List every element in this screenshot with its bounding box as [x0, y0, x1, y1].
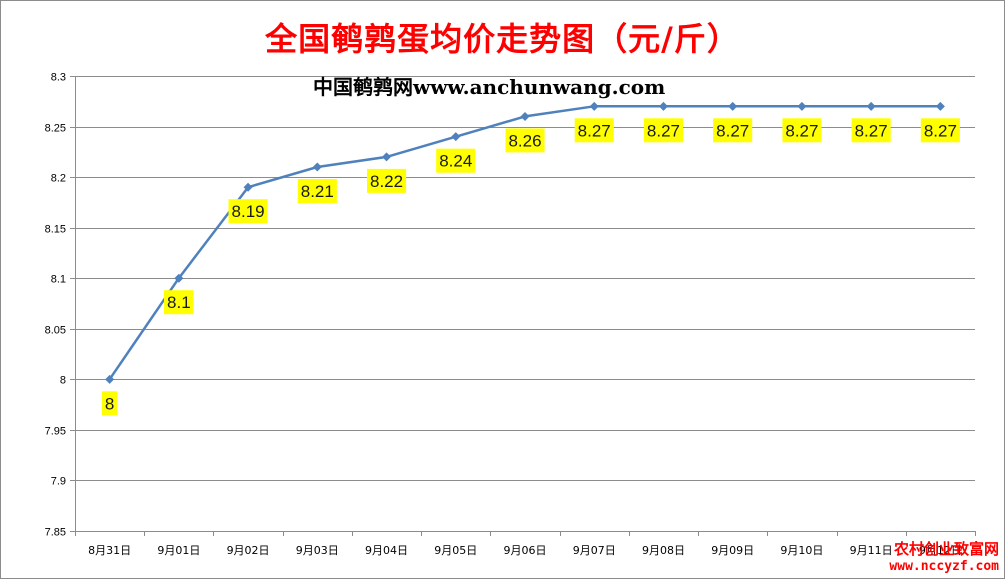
data-point-marker: [866, 101, 876, 111]
data-label-background: [367, 168, 407, 193]
y-tick-label: 8.2: [51, 173, 66, 185]
x-tick-label: 9月08日: [642, 544, 685, 557]
data-label: 8.27: [643, 118, 683, 143]
data-label: 8: [101, 391, 118, 416]
y-tick-label: 8.3: [51, 72, 66, 84]
data-label-text: 8.27: [716, 121, 749, 140]
data-label-text: 8.27: [647, 121, 680, 140]
x-tick-label: 9月07日: [573, 544, 616, 557]
data-label-text: 8.24: [439, 152, 472, 171]
data-point-marker: [451, 132, 461, 142]
data-point-marker: [935, 101, 945, 111]
data-label-text: 8.1: [167, 293, 191, 312]
axes: [70, 76, 976, 536]
data-label-text: 8.22: [370, 172, 403, 191]
data-label-background: [713, 118, 753, 143]
x-tick-label: 9月03日: [296, 544, 339, 557]
data-label: 8.26: [505, 128, 545, 153]
corner-watermark: 农村创业致富网 www.nccyzf.com: [889, 541, 999, 575]
data-label: 8.22: [367, 168, 407, 193]
data-label: 8.1: [164, 290, 194, 315]
x-tick-label: 9月09日: [711, 544, 754, 557]
data-label: 8.24: [436, 148, 476, 173]
data-label-text: 8.27: [924, 121, 957, 140]
x-tick-label: 9月01日: [157, 544, 200, 557]
data-label: 8.21: [297, 179, 337, 203]
data-label-background: [851, 118, 891, 143]
data-labels: 8 8.1 8.19 8.21 8.22 8.24 8.26 8.27 8.27 8.27 8.27…: [101, 118, 960, 416]
data-label-background: [505, 128, 545, 153]
data-label-text: 8.27: [855, 121, 888, 140]
data-point-marker: [797, 101, 807, 111]
data-label: 8.27: [920, 118, 960, 143]
y-tick-label: 7.9: [51, 476, 66, 488]
y-tick-label: 8.1: [51, 274, 66, 286]
data-label: 8.27: [574, 118, 614, 143]
data-label-background: [164, 290, 194, 315]
x-tick-label: 9月06日: [504, 544, 547, 557]
data-label-background: [574, 118, 614, 143]
x-tick-label: 9月02日: [227, 544, 270, 557]
y-tick-label: 7.95: [45, 426, 66, 438]
data-point-marker: [243, 182, 253, 192]
data-label-text: 8: [105, 394, 114, 413]
data-label-text: 8.26: [508, 131, 541, 150]
data-label-background: [920, 118, 960, 143]
data-label-background: [436, 148, 476, 173]
x-tick-label: 9月11日: [850, 544, 893, 557]
data-label-text: 8.21: [301, 182, 334, 201]
data-label-background: [228, 199, 268, 224]
y-tick-label: 8.05: [45, 325, 66, 337]
y-tick-label: 8.15: [45, 224, 66, 236]
data-label-background: [782, 118, 822, 143]
data-label: 8.27: [713, 118, 753, 143]
x-tick-label: 9月04日: [365, 544, 408, 557]
x-tick-label: 9月12日: [919, 544, 962, 557]
data-point-marker: [728, 101, 738, 111]
data-label: 8.27: [851, 118, 891, 143]
data-point-marker: [520, 111, 530, 121]
data-point-marker: [382, 152, 392, 162]
x-tick-label: 9月05日: [434, 544, 477, 557]
data-point-marker: [174, 273, 184, 283]
corner-watermark-line1: 农村创业致富网: [893, 540, 999, 558]
y-tick-label: 8.25: [45, 123, 66, 135]
data-point-marker: [105, 374, 115, 384]
data-label: 8.19: [228, 199, 268, 224]
data-label-background: [643, 118, 683, 143]
x-tick-label: 9月10日: [780, 544, 823, 557]
chart-title: 全国鹌鹑蛋均价走势图（元/斤）: [265, 20, 740, 58]
data-label-text: 8.27: [578, 121, 611, 140]
y-tick-label: 7.85: [45, 527, 66, 539]
data-label-text: 8.27: [785, 121, 818, 140]
data-point-marker: [589, 101, 599, 111]
data-label-background: [101, 391, 118, 416]
corner-watermark-line2: www.nccyzf.com: [889, 559, 999, 574]
data-point-marker: [658, 101, 668, 111]
data-point-marker: [312, 162, 322, 172]
y-tick-label: 8: [60, 375, 66, 387]
data-label-background: [297, 179, 337, 203]
watermark-text: 中国鹌鹑网www.anchunwang.com: [313, 75, 666, 99]
x-tick-label: 8月31日: [88, 544, 131, 557]
x-tick-labels: 8月31日 9月01日 9月02日 9月03日 9月04日 9月05日 9月06日 9月07日…: [88, 544, 962, 557]
data-markers: [105, 101, 945, 384]
y-tick-labels: 7.85 7.9 7.95 8 8.05 8.1 8.15 8.2 8.25 8.3: [45, 72, 66, 539]
data-label: 8.27: [782, 118, 822, 143]
data-label-text: 8.19: [232, 202, 265, 221]
